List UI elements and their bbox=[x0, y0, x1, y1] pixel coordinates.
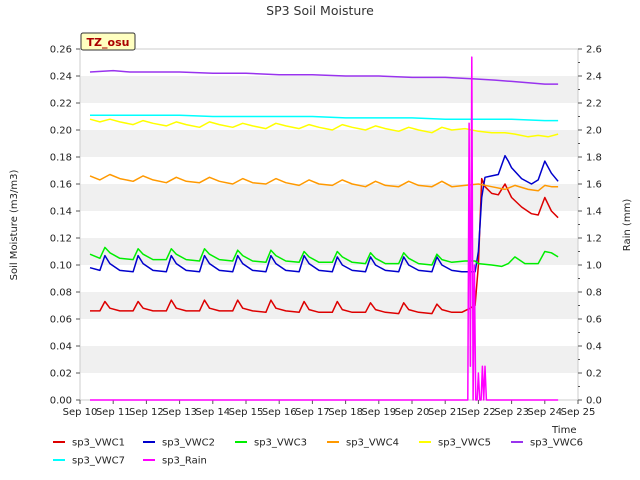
legend-label-sp3_VWC6: sp3_VWC6 bbox=[530, 438, 583, 449]
x-axis-label: Time bbox=[551, 425, 576, 436]
y2-tick-label: 1.8 bbox=[586, 153, 602, 164]
y-tick-label: 0.14 bbox=[50, 207, 72, 218]
legend-label-sp3_VWC2: sp3_VWC2 bbox=[162, 438, 215, 449]
y-axis-label: Soil Moisture (m3/m3) bbox=[9, 170, 20, 281]
y2-tick-label: 1.6 bbox=[586, 180, 602, 191]
y2-axis-label: Rain (mm) bbox=[622, 199, 633, 252]
series-line-sp3_VWC2 bbox=[89, 154, 559, 273]
series-lines bbox=[89, 56, 559, 401]
y2-tick-label: 0.6 bbox=[586, 315, 602, 326]
y2-tick-label: 2.0 bbox=[586, 126, 602, 137]
legend-label-sp3_VWC1: sp3_VWC1 bbox=[72, 438, 125, 449]
x-tick-label: Sep 20 bbox=[395, 407, 430, 418]
y2-tick-label: 0.8 bbox=[586, 288, 602, 299]
y-tick-label: 0.12 bbox=[50, 234, 72, 245]
x-tick-label: Sep 21 bbox=[428, 407, 463, 418]
legend-label-sp3_VWC5: sp3_VWC5 bbox=[438, 438, 491, 449]
y2-tick-label: 0.2 bbox=[586, 369, 602, 380]
x-tick-label: Sep 19 bbox=[361, 407, 396, 418]
legend-label-sp3_VWC4: sp3_VWC4 bbox=[346, 438, 399, 449]
legend-label-sp3_Rain: sp3_Rain bbox=[162, 456, 207, 467]
series-line-sp3_VWC6 bbox=[89, 69, 559, 85]
y2-tick-label: 2.2 bbox=[586, 99, 602, 110]
grid-band bbox=[80, 184, 578, 211]
x-tick-label: Sep 16 bbox=[262, 407, 297, 418]
x-tick-label: Sep 12 bbox=[129, 407, 164, 418]
x-tick-label: Sep 13 bbox=[162, 407, 197, 418]
y-tick-label: 0.24 bbox=[50, 72, 72, 83]
y-tick-label: 0.00 bbox=[50, 396, 72, 407]
background-bands bbox=[80, 76, 578, 373]
series-line-sp3_VWC5 bbox=[89, 118, 559, 138]
series-line-sp3_VWC4 bbox=[89, 173, 559, 192]
y-tick-label: 0.04 bbox=[50, 342, 72, 353]
y2-tick-label: 1.4 bbox=[586, 207, 602, 218]
y-tick-label: 0.10 bbox=[50, 261, 72, 272]
series-line-sp3_VWC3 bbox=[89, 246, 559, 268]
series-line-sp3_VWC7 bbox=[90, 114, 559, 122]
y-tick-label: 0.08 bbox=[50, 288, 72, 299]
x-tick-label: Sep 22 bbox=[461, 407, 496, 418]
x-tick-label: Sep 17 bbox=[295, 407, 330, 418]
grid-band bbox=[80, 292, 578, 319]
legend: sp3_VWC1 sp3_VWC2 sp3_VWC3 sp3_VWC4 sp3_VWC5… bbox=[53, 438, 583, 467]
y-tick-label: 0.06 bbox=[50, 315, 72, 326]
series-line-sp3_Rain bbox=[90, 56, 559, 401]
y2-tick-label: 0.4 bbox=[586, 342, 602, 353]
site-badge: TZ_osu bbox=[80, 32, 136, 51]
grid-band bbox=[80, 130, 578, 157]
y-tick-label: 0.18 bbox=[50, 153, 72, 164]
y-tick-label: 0.20 bbox=[50, 126, 72, 137]
x-tick-label: Sep 24 bbox=[527, 407, 562, 418]
y2-axis-ticks: 0.0 0.2 0.4 0.6 0.8 1.0 1.2 1.4 1.6 1.8 2.0 2.2 2.4 2… bbox=[578, 45, 602, 407]
legend-label-sp3_VWC3: sp3_VWC3 bbox=[254, 438, 307, 449]
site-badge-text: TZ_osu bbox=[87, 36, 130, 49]
x-tick-label: Sep 14 bbox=[195, 407, 230, 418]
y2-tick-label: 2.6 bbox=[586, 45, 602, 56]
y2-tick-label: 0.0 bbox=[586, 396, 602, 407]
y2-tick-label: 1.2 bbox=[586, 234, 602, 245]
x-tick-label: Sep 10 bbox=[63, 407, 98, 418]
x-tick-label: Sep 25 bbox=[561, 407, 596, 418]
chart-title: SP3 Soil Moisture bbox=[266, 3, 374, 18]
y-tick-label: 0.02 bbox=[50, 369, 72, 380]
y-tick-label: 0.26 bbox=[50, 45, 72, 56]
y-axis-ticks: 0.00 0.02 0.04 0.06 0.08 0.10 0.12 0.14 0.16 0.18… bbox=[50, 45, 80, 407]
y-tick-label: 0.16 bbox=[50, 180, 72, 191]
y-tick-label: 0.22 bbox=[50, 99, 72, 110]
series-line-sp3_VWC1 bbox=[90, 177, 559, 315]
grid-band bbox=[80, 238, 578, 265]
y2-tick-label: 1.0 bbox=[586, 261, 602, 272]
x-tick-label: Sep 18 bbox=[328, 407, 363, 418]
x-tick-label: Sep 23 bbox=[494, 407, 529, 418]
x-tick-label: Sep 15 bbox=[229, 407, 264, 418]
x-tick-label: Sep 11 bbox=[96, 407, 131, 418]
y2-tick-label: 2.4 bbox=[586, 72, 602, 83]
legend-label-sp3_VWC7: sp3_VWC7 bbox=[72, 456, 125, 467]
grid-band bbox=[80, 346, 578, 373]
